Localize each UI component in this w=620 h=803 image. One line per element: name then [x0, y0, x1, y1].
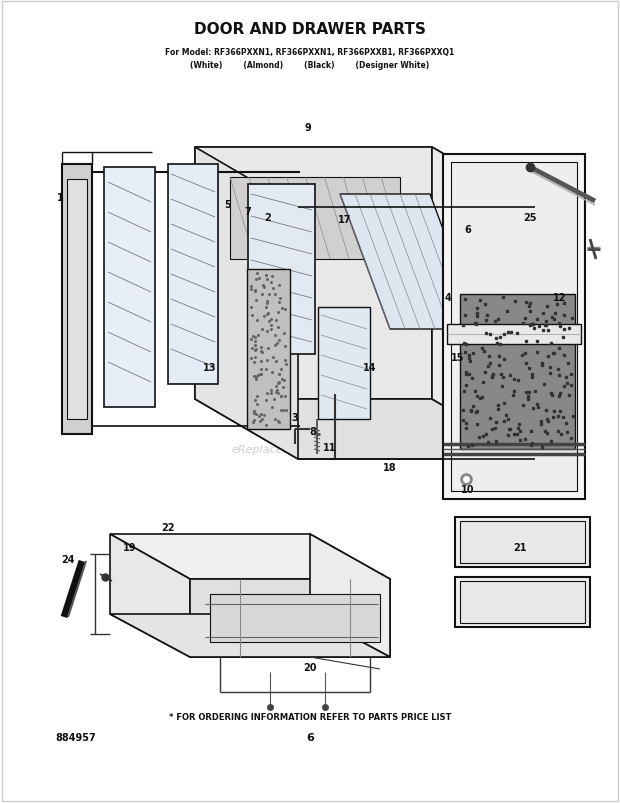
Polygon shape: [247, 270, 290, 430]
Text: 13: 13: [203, 362, 217, 373]
Polygon shape: [248, 185, 315, 355]
Text: 20: 20: [303, 662, 317, 672]
Text: 22: 22: [161, 522, 175, 532]
Text: 14: 14: [363, 362, 377, 373]
Text: 6: 6: [306, 732, 314, 742]
Polygon shape: [190, 579, 390, 657]
Polygon shape: [460, 295, 575, 450]
Polygon shape: [451, 163, 577, 491]
Text: 7: 7: [245, 206, 251, 217]
Text: * FOR ORDERING INFORMATION REFER TO PARTS PRICE LIST: * FOR ORDERING INFORMATION REFER TO PART…: [169, 712, 451, 722]
Polygon shape: [110, 534, 390, 579]
Polygon shape: [168, 165, 218, 385]
Text: 6: 6: [464, 225, 471, 234]
Text: 884957: 884957: [55, 732, 95, 742]
Text: 4: 4: [445, 292, 451, 303]
Text: 3: 3: [291, 413, 298, 422]
Polygon shape: [340, 195, 480, 329]
Polygon shape: [110, 534, 190, 657]
Text: 19: 19: [123, 542, 137, 552]
Polygon shape: [210, 594, 380, 642]
Polygon shape: [455, 577, 590, 627]
Polygon shape: [455, 517, 590, 567]
Text: 18: 18: [383, 463, 397, 472]
Text: 9: 9: [304, 123, 311, 132]
Text: 11: 11: [323, 442, 337, 452]
Polygon shape: [447, 324, 581, 344]
Text: (White)        (Almond)        (Black)        (Designer White): (White) (Almond) (Black) (Designer White…: [190, 60, 430, 69]
Polygon shape: [460, 521, 585, 563]
Text: eReplacementParts.com: eReplacementParts.com: [232, 444, 368, 454]
Text: 8: 8: [309, 426, 316, 437]
Text: 25: 25: [523, 213, 537, 222]
Text: 15: 15: [451, 353, 465, 362]
Polygon shape: [110, 614, 390, 657]
Polygon shape: [195, 148, 432, 400]
Text: DOOR AND DRAWER PARTS: DOOR AND DRAWER PARTS: [194, 22, 426, 38]
Polygon shape: [195, 400, 535, 459]
Polygon shape: [104, 168, 155, 407]
Polygon shape: [195, 148, 298, 459]
Polygon shape: [230, 177, 400, 259]
Text: 10: 10: [461, 484, 475, 495]
Polygon shape: [195, 148, 535, 208]
Polygon shape: [310, 534, 390, 657]
Text: 1: 1: [56, 193, 63, 202]
Text: For Model: RF366PXXN1, RF366PXXN1, RF366PXXB1, RF366PXXQ1: For Model: RF366PXXN1, RF366PXXN1, RF366…: [166, 47, 454, 56]
Text: 21: 21: [513, 542, 527, 552]
Text: 24: 24: [61, 554, 75, 565]
Text: 2: 2: [265, 213, 272, 222]
Polygon shape: [318, 308, 370, 419]
Text: 12: 12: [553, 292, 567, 303]
Polygon shape: [460, 581, 585, 623]
Polygon shape: [432, 148, 535, 459]
Polygon shape: [67, 180, 87, 419]
Polygon shape: [443, 155, 585, 499]
Text: 5: 5: [224, 200, 231, 210]
Text: 17: 17: [339, 214, 352, 225]
Polygon shape: [62, 165, 92, 434]
